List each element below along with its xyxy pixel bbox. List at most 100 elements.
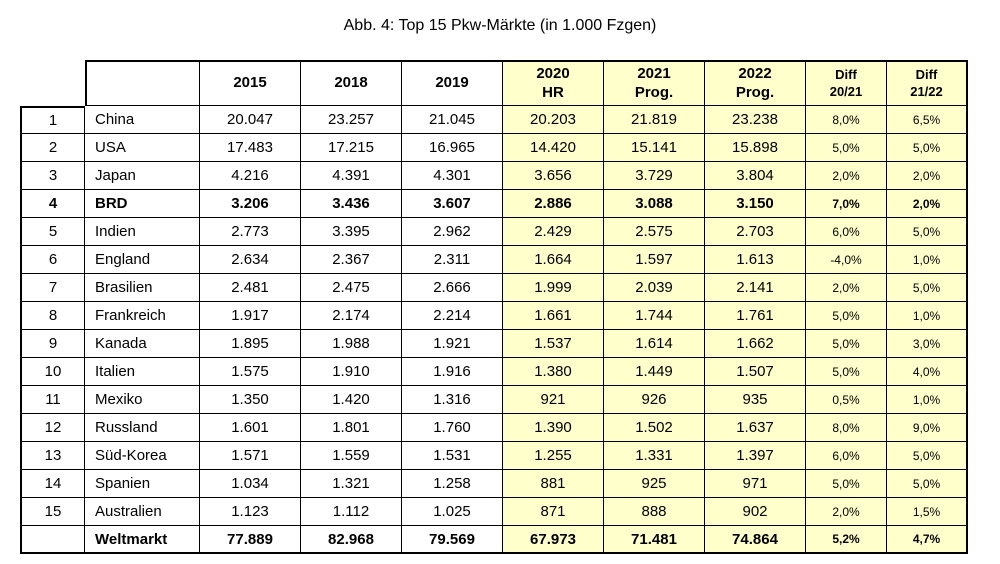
- column-header: 2021 Prog.: [604, 60, 705, 106]
- value-cell: 17.215: [301, 134, 402, 162]
- value-cell: 1.760: [402, 414, 503, 442]
- diff-cell: 5,0%: [887, 274, 968, 302]
- value-cell: 2.039: [604, 274, 705, 302]
- column-header: 2018: [301, 60, 402, 106]
- diff-cell: 2,0%: [887, 190, 968, 218]
- value-cell: 1.025: [402, 498, 503, 526]
- diff-cell: 9,0%: [887, 414, 968, 442]
- rank-cell: 15: [20, 498, 85, 526]
- rank-cell: 12: [20, 414, 85, 442]
- value-cell: 921: [503, 386, 604, 414]
- diff-cell: 5,0%: [887, 442, 968, 470]
- country-cell: BRD: [85, 190, 200, 218]
- value-cell: 2.886: [503, 190, 604, 218]
- diff-cell: 4,0%: [887, 358, 968, 386]
- rank-cell: 9: [20, 330, 85, 358]
- value-cell: 1.761: [705, 302, 806, 330]
- value-cell: 1.321: [301, 470, 402, 498]
- value-cell: 23.238: [705, 106, 806, 134]
- diff-cell: 6,0%: [806, 218, 887, 246]
- value-cell: 1.571: [200, 442, 301, 470]
- country-cell: Indien: [85, 218, 200, 246]
- value-cell: 1.895: [200, 330, 301, 358]
- column-header: 2015: [200, 60, 301, 106]
- diff-cell: 5,0%: [806, 358, 887, 386]
- figure-title: Abb. 4: Top 15 Pkw-Märkte (in 1.000 Fzge…: [343, 17, 657, 34]
- value-cell: 1.420: [301, 386, 402, 414]
- table-row: 12 Russland 1.601 1.801 1.760 1.390 1.502 1.637…: [20, 414, 968, 442]
- table-row: 2 USA 17.483 17.215 16.965 14.420 15.141 15.898…: [20, 134, 968, 162]
- value-cell: 15.898: [705, 134, 806, 162]
- value-cell: 71.481: [604, 526, 705, 554]
- table-row: 6 England 2.634 2.367 2.311 1.664 1.597 1.613 -4…: [20, 246, 968, 274]
- value-cell: 20.047: [200, 106, 301, 134]
- value-cell: 971: [705, 470, 806, 498]
- diff-cell: 2,0%: [806, 162, 887, 190]
- country-cell: Australien: [85, 498, 200, 526]
- value-cell: 23.257: [301, 106, 402, 134]
- value-cell: 935: [705, 386, 806, 414]
- country-cell: England: [85, 246, 200, 274]
- value-cell: 16.965: [402, 134, 503, 162]
- rank-cell: 7: [20, 274, 85, 302]
- value-cell: 3.656: [503, 162, 604, 190]
- country-cell: Frankreich: [85, 302, 200, 330]
- diff-cell: 0,5%: [806, 386, 887, 414]
- diff-cell: 5,0%: [806, 470, 887, 498]
- country-cell: Japan: [85, 162, 200, 190]
- value-cell: 1.662: [705, 330, 806, 358]
- rank-cell: 13: [20, 442, 85, 470]
- rank-cell: 1: [20, 106, 85, 134]
- country-cell: Mexiko: [85, 386, 200, 414]
- rank-cell: 5: [20, 218, 85, 246]
- corner-cell: [20, 60, 85, 106]
- value-cell: 82.968: [301, 526, 402, 554]
- value-cell: 1.801: [301, 414, 402, 442]
- rank-cell: 3: [20, 162, 85, 190]
- country-cell: Süd-Korea: [85, 442, 200, 470]
- country-header-cell: [85, 60, 200, 106]
- diff-cell: 5,0%: [887, 470, 968, 498]
- value-cell: 1.331: [604, 442, 705, 470]
- value-cell: 1.613: [705, 246, 806, 274]
- value-cell: 1.537: [503, 330, 604, 358]
- diff-cell: 5,0%: [887, 134, 968, 162]
- value-cell: 1.316: [402, 386, 503, 414]
- value-cell: 1.664: [503, 246, 604, 274]
- country-cell: Italien: [85, 358, 200, 386]
- value-cell: 2.666: [402, 274, 503, 302]
- value-cell: 3.206: [200, 190, 301, 218]
- diff-cell: 4,7%: [887, 526, 968, 554]
- diff-cell: 1,0%: [887, 302, 968, 330]
- table-head: 2015 2018 2019 2020 HR 2021 Prog. 2022 Prog. D…: [20, 60, 968, 106]
- value-cell: 2.703: [705, 218, 806, 246]
- markets-table: 2015 2018 2019 2020 HR 2021 Prog. 2022 Prog. D…: [20, 60, 968, 554]
- table-row: 14 Spanien 1.034 1.321 1.258 881 925 971 5,0% 5,0…: [20, 470, 968, 498]
- rank-cell: 10: [20, 358, 85, 386]
- table-row: 4 BRD 3.206 3.436 3.607 2.886 3.088 3.150 7,0% 2,…: [20, 190, 968, 218]
- value-cell: 74.864: [705, 526, 806, 554]
- value-cell: 2.214: [402, 302, 503, 330]
- country-cell: Weltmarkt: [85, 526, 200, 554]
- value-cell: 1.597: [604, 246, 705, 274]
- value-cell: 2.475: [301, 274, 402, 302]
- column-header: 2019: [402, 60, 503, 106]
- table-row: Weltmarkt 77.889 82.968 79.569 67.973 71.481 7…: [20, 526, 968, 554]
- diff-cell: 5,0%: [806, 302, 887, 330]
- table-body: 1 China 20.047 23.257 21.045 20.203 21.819 23.2…: [20, 106, 968, 554]
- value-cell: 14.420: [503, 134, 604, 162]
- value-cell: 3.804: [705, 162, 806, 190]
- value-cell: 20.203: [503, 106, 604, 134]
- diff-cell: 8,0%: [806, 106, 887, 134]
- header-row: 2015 2018 2019 2020 HR 2021 Prog. 2022 Prog. D…: [20, 60, 968, 106]
- table-row: 3 Japan 4.216 4.391 4.301 3.656 3.729 3.804 2,0%…: [20, 162, 968, 190]
- value-cell: 1.916: [402, 358, 503, 386]
- value-cell: 902: [705, 498, 806, 526]
- country-cell: Spanien: [85, 470, 200, 498]
- value-cell: 1.614: [604, 330, 705, 358]
- value-cell: 1.123: [200, 498, 301, 526]
- diff-cell: 2,0%: [887, 162, 968, 190]
- value-cell: 2.367: [301, 246, 402, 274]
- rank-cell: 14: [20, 470, 85, 498]
- table-row: 5 Indien 2.773 3.395 2.962 2.429 2.575 2.703 6,0…: [20, 218, 968, 246]
